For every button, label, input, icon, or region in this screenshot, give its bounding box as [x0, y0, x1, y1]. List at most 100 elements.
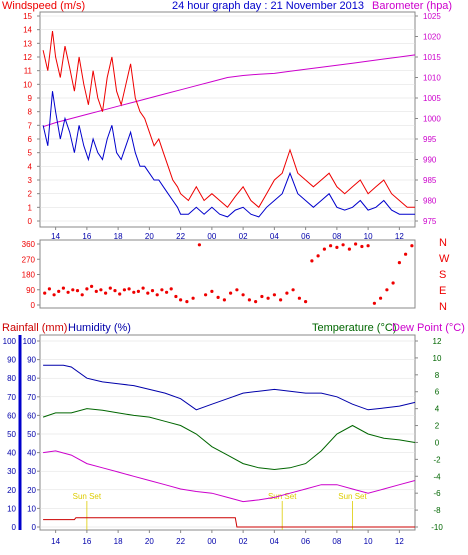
wind-direction-point: [43, 291, 47, 295]
humidity-ytick-label: 10: [27, 504, 36, 513]
wind-xtick-label: 14: [51, 232, 60, 241]
rainfall-label: Rainfall (mm): [2, 322, 67, 334]
temperature-ytick-label: 2: [435, 422, 440, 431]
wind-direction-point: [316, 254, 320, 258]
wind-xtick-label: 08: [332, 232, 341, 241]
wind-ytick-label: 5: [28, 149, 33, 158]
wind-direction-point: [108, 286, 112, 290]
sunset-annotation: Sun Set: [338, 492, 367, 501]
page-title: 24 hour graph day : 21 November 2013: [172, 0, 364, 12]
rainfall-ytick-label: 0: [12, 523, 17, 532]
barometer-line: [42, 54, 416, 128]
direction-ytick-label: 0: [31, 301, 36, 310]
wind-direction-point: [347, 247, 351, 251]
wind-direction-point: [99, 288, 103, 292]
wind-xtick-label: 18: [114, 232, 123, 241]
wind-ytick-label: 6: [28, 135, 33, 144]
wind-direction-point: [94, 289, 98, 293]
rainfall-ytick-label: 10: [7, 504, 16, 513]
wind-direction-point: [222, 298, 226, 302]
wind-ytick-label: 10: [23, 80, 32, 89]
wind-direction-point: [122, 288, 126, 292]
climate-xtick-label: 04: [270, 537, 279, 546]
humidity-ytick-label: 70: [27, 393, 36, 402]
temperature-ytick-label: 12: [433, 337, 442, 346]
rainfall-ytick-label: 90: [7, 356, 16, 365]
wind-direction-point: [304, 300, 308, 304]
rainfall-ytick-label: 70: [7, 393, 16, 402]
climate-xtick-label: 16: [82, 537, 91, 546]
wind-direction-point: [241, 293, 245, 297]
wind-direction-point: [160, 288, 164, 292]
wind-direction-point: [341, 243, 345, 247]
wind-direction-point: [104, 291, 108, 295]
wind-direction-point: [372, 301, 376, 305]
wind-xtick-label: 10: [364, 232, 373, 241]
rainfall-ytick-label: 30: [7, 467, 16, 476]
wind-ytick-label: 13: [23, 39, 32, 48]
wind-direction-point: [118, 292, 122, 296]
wind-direction-point: [391, 281, 395, 285]
humidity-label: Humidity (%): [68, 322, 131, 334]
wind-direction-point: [366, 244, 370, 248]
temperature-ytick-label: -10: [431, 523, 443, 532]
wind-direction-point: [291, 288, 295, 292]
rainfall-ytick-label: 80: [7, 374, 16, 383]
wind-xtick-label: 04: [270, 232, 279, 241]
wind-direction-point: [397, 261, 401, 265]
wind-direction-point: [272, 293, 276, 297]
wind-direction-point: [85, 287, 89, 291]
temperature-line: [42, 408, 416, 471]
temperature-ytick-label: -6: [433, 489, 441, 498]
wind-xtick-label: 12: [395, 232, 404, 241]
wind-direction-point: [191, 296, 195, 300]
wind-direction-point: [127, 287, 131, 291]
wind-direction-point: [385, 288, 389, 292]
compass-label: N: [439, 301, 447, 313]
baro-ytick-label: 1005: [423, 94, 441, 103]
windspeed-average-line: [42, 91, 415, 218]
climate-xtick-label: 20: [145, 537, 154, 546]
wind-direction-point: [185, 300, 189, 304]
baro-ytick-label: 990: [423, 156, 437, 165]
wind-direction-point: [297, 296, 301, 300]
wind-ytick-label: 3: [28, 176, 33, 185]
direction-ytick-label: 180: [22, 271, 36, 280]
climate-xtick-label: 08: [332, 537, 341, 546]
rainfall-ytick-label: 50: [7, 430, 16, 439]
humidity-ytick-label: 100: [23, 337, 37, 346]
rainfall-ytick-label: 20: [7, 486, 16, 495]
climate-xtick-label: 14: [51, 537, 60, 546]
dewpoint-label: Dew Point (°C): [392, 322, 465, 334]
wind-direction-point: [66, 290, 70, 294]
sunset-annotation: Sun Set: [268, 492, 297, 501]
humidity-ytick-label: 30: [27, 467, 36, 476]
wind-ytick-label: 9: [28, 94, 33, 103]
sunset-annotation: Sun Set: [73, 492, 102, 501]
temperature-ytick-label: -2: [433, 455, 441, 464]
wind-ytick-label: 15: [23, 12, 32, 21]
wind-xtick-label: 06: [301, 232, 310, 241]
wind-direction-point: [279, 298, 283, 302]
wind-ytick-label: 12: [23, 53, 32, 62]
baro-ytick-label: 975: [423, 217, 437, 226]
wind-direction-point: [75, 289, 80, 293]
climate-xtick-label: 12: [395, 537, 404, 546]
climate-xtick-label: 18: [114, 537, 123, 546]
wind-xtick-label: 02: [239, 232, 248, 241]
wind-direction-point: [379, 296, 383, 300]
climate-xtick-label: 02: [239, 537, 248, 546]
temperature-ytick-label: -4: [433, 472, 441, 481]
baro-ytick-label: 1010: [423, 74, 441, 83]
wind-direction-point: [354, 242, 358, 246]
humidity-line: [43, 364, 416, 411]
wind-panel-frame: [39, 11, 416, 228]
wind-direction-point: [71, 288, 75, 292]
wind-direction-point: [285, 291, 289, 295]
compass-label: S: [439, 269, 446, 281]
wind-direction-point: [235, 288, 239, 292]
wind-ytick-label: 0: [28, 217, 33, 226]
wind-direction-point: [229, 291, 233, 295]
temperature-ytick-label: 0: [435, 438, 440, 447]
wind-direction-point: [150, 289, 155, 293]
